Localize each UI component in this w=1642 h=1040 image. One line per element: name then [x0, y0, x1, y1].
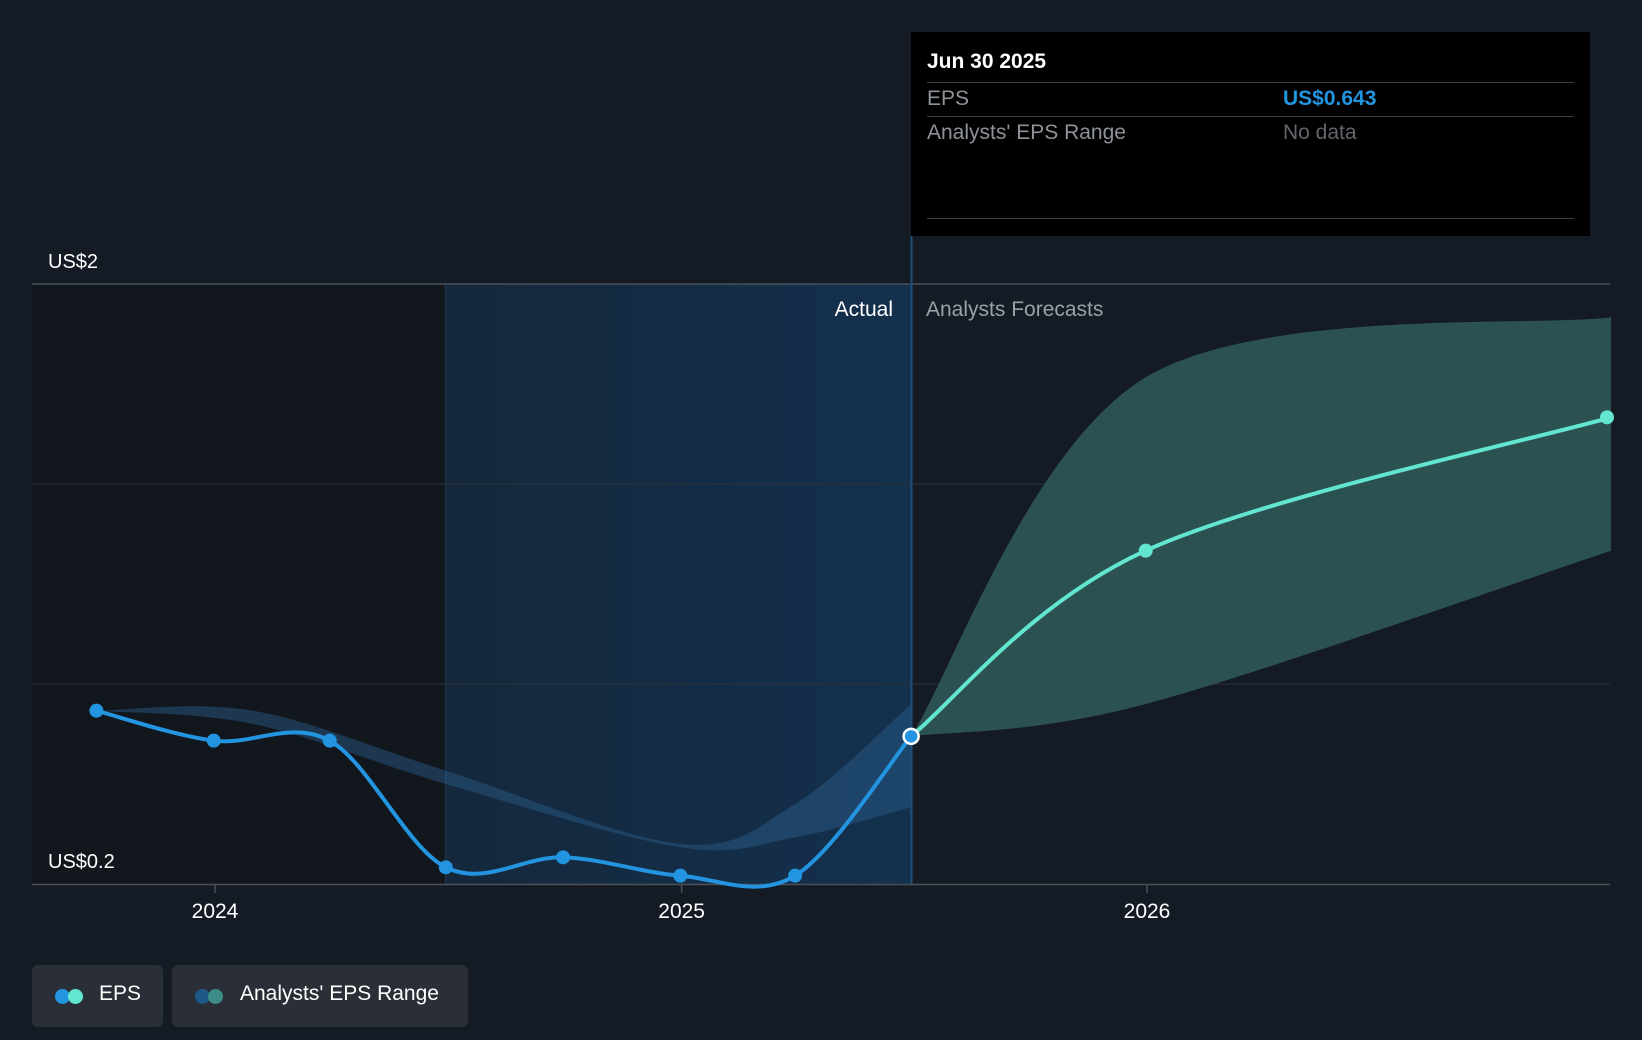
eps-point[interactable] [89, 703, 104, 718]
x-tick-label: 2026 [1124, 900, 1171, 923]
tooltip-row-eps: EPS US$0.643 [927, 82, 1574, 117]
range-legend-icon-forecast [208, 989, 223, 1004]
range-legend-icon [195, 989, 210, 1004]
pre-period-shade [32, 284, 445, 884]
tooltip: Jun 30 2025 EPS US$0.643 Analysts' EPS R… [911, 32, 1590, 236]
tooltip-bottom-rule [927, 218, 1574, 219]
x-tick-label: 2024 [192, 900, 239, 923]
eps-point[interactable] [673, 868, 688, 883]
y-label-bottom: US$0.2 [48, 851, 115, 873]
y-label-top: US$2 [48, 251, 98, 273]
legend-range-label: Analysts' EPS Range [240, 982, 439, 1005]
eps-legend-icon-forecast [68, 989, 83, 1004]
eps-forecast-line [909, 415, 1614, 739]
tooltip-range-label: Analysts' EPS Range [927, 121, 1126, 144]
eps-point[interactable] [438, 860, 453, 875]
tooltip-date: Jun 30 2025 [927, 50, 1047, 73]
x-tick-label: 2025 [658, 900, 705, 923]
legend-eps[interactable]: EPS [32, 965, 163, 1027]
eps-point[interactable] [206, 733, 221, 748]
forecast-label: Analysts Forecasts [926, 298, 1103, 321]
tooltip-eps-value: US$0.643 [1283, 87, 1377, 110]
tooltip-eps-label: EPS [927, 87, 970, 110]
eps-forecast-point[interactable] [1600, 410, 1614, 425]
legend-eps-label: EPS [99, 982, 142, 1005]
eps-point[interactable] [556, 850, 571, 865]
highlighted-eps-point[interactable] [902, 727, 920, 746]
actual-label: Actual [835, 298, 893, 321]
eps-point[interactable] [788, 868, 803, 883]
legend-eps-range[interactable]: Analysts' EPS Range [172, 965, 468, 1027]
past-highlight-band [445, 284, 911, 884]
forecast-eps-range-area [911, 317, 1612, 737]
tooltip-row-range: Analysts' EPS Range No data [927, 116, 1574, 151]
eps-legend-icon [55, 989, 70, 1004]
eps-point[interactable] [322, 733, 337, 748]
eps-forecast-point[interactable] [1138, 543, 1153, 558]
tooltip-range-value: No data [1283, 121, 1357, 144]
